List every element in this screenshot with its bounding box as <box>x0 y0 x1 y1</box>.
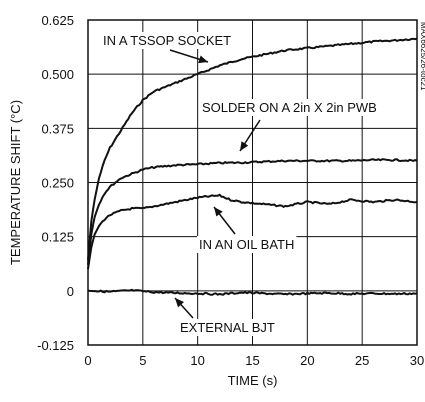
y-tick-label: 0 <box>67 284 74 299</box>
y-tick-label: -0.125 <box>37 338 74 353</box>
annotation-label: EXTERNAL BJT <box>180 320 275 335</box>
series-line-3 <box>87 193 418 270</box>
series-lines <box>87 37 418 296</box>
grid <box>88 20 417 345</box>
annotation-label: IN AN OIL BATH <box>199 237 294 252</box>
x-tick-label: 5 <box>139 353 146 368</box>
y-axis-title: TEMPERATURE SHIFT (°C) <box>8 100 23 265</box>
annotation-label: IN A TSSOP SOCKET <box>103 33 231 48</box>
x-tick-label: 10 <box>190 353 204 368</box>
y-tick-label: 0.500 <box>41 67 74 82</box>
y-tick-label: 0.250 <box>41 176 74 191</box>
x-tick-label: 20 <box>300 353 314 368</box>
annotation-label-bg <box>197 236 297 253</box>
annotation-label-bg <box>101 32 234 49</box>
x-tick-label: 0 <box>84 353 91 368</box>
y-tick-label: 0.625 <box>41 13 74 28</box>
x-axis-title: TIME (s) <box>228 373 278 388</box>
annotation-label: SOLDER ON A 2in X 2in PWB <box>202 100 377 115</box>
series-line-4 <box>87 288 418 296</box>
figure-id: MAX6625/26-toc21 <box>419 22 425 91</box>
plot-frame <box>87 19 418 346</box>
annotations: IN A TSSOP SOCKET SOLDER ON A 2in X 2in P… <box>101 32 379 336</box>
series-line-1 <box>87 37 418 261</box>
x-tick-label: 30 <box>410 353 424 368</box>
y-tick-label: 0.375 <box>41 121 74 136</box>
annotation-arrowhead <box>240 141 249 151</box>
annotation-arrowhead <box>214 207 223 217</box>
tick-labels: 0 5 10 15 20 25 30 0.625 0.500 0.375 0.250 0.125 0 -0… <box>37 13 424 368</box>
annotation-label-bg <box>200 99 379 116</box>
annotation-arrowhead <box>175 298 184 308</box>
series-line-2 <box>87 158 418 265</box>
annotation-label-bg <box>178 319 277 336</box>
x-tick-label: 25 <box>355 353 369 368</box>
x-tick-label: 15 <box>245 353 259 368</box>
y-tick-label: 0.125 <box>41 230 74 245</box>
annotation-arrowhead <box>198 55 208 64</box>
